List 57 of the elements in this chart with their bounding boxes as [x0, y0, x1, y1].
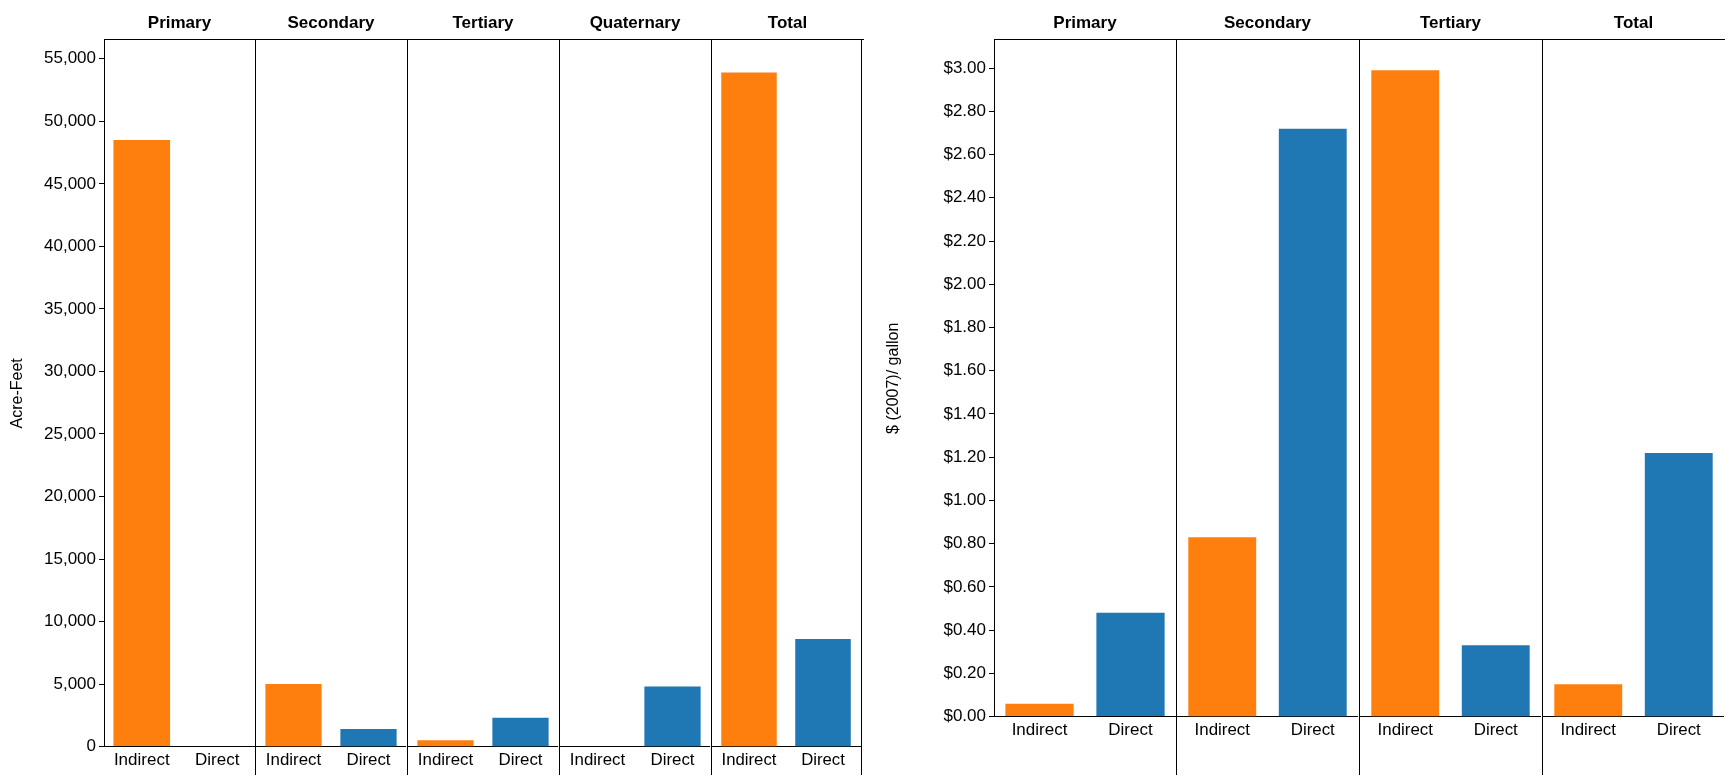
x-tick-label: Indirect	[721, 750, 777, 770]
chart-title: Primary	[104, 8, 255, 40]
x-tick-label: Indirect	[1194, 720, 1251, 740]
x-tick-label: Direct	[650, 750, 695, 770]
x-tick-label: Direct	[1290, 720, 1336, 740]
y-tick-label: 50,000	[44, 110, 96, 130]
x-tick-label: Indirect	[1560, 720, 1617, 740]
chart-title: Quaternary	[559, 8, 711, 40]
y-tick-label: $0.80	[943, 533, 986, 553]
chart-title: Secondary	[1176, 8, 1359, 40]
x-tick-label: Indirect	[569, 750, 626, 770]
y-tick-label: $0.60	[943, 576, 986, 596]
chart-title: Total	[711, 8, 864, 40]
x-tick-label: Direct	[1473, 720, 1519, 740]
y-tick-label: $3.00	[943, 57, 986, 77]
x-tick-label: Direct	[346, 750, 391, 770]
y-tick-label: $2.80	[943, 101, 986, 121]
chart-title: Secondary	[255, 8, 407, 40]
x-tick-label: Indirect	[1011, 720, 1068, 740]
y-tick-label: $0.40	[943, 619, 986, 639]
y-tick-label: 30,000	[44, 361, 96, 381]
y-tick-label: $2.40	[943, 187, 986, 207]
chart-title: Tertiary	[1359, 8, 1542, 40]
x-tick-label: Direct	[801, 750, 846, 770]
x-tick-label: Indirect	[113, 750, 170, 770]
x-tick-label: Direct	[498, 750, 543, 770]
chart-title: Tertiary	[407, 8, 559, 40]
y-tick-label: $0.20	[943, 663, 986, 683]
y-tick-label: $0.00	[943, 706, 986, 726]
y-tick-label: 5,000	[53, 673, 96, 693]
x-tick-label: Indirect	[1377, 720, 1434, 740]
y-tick-label: $2.60	[943, 144, 986, 164]
y-tick-label: 0	[86, 736, 96, 756]
x-tick-label: Direct	[1108, 720, 1153, 740]
y-tick-label: 20,000	[44, 486, 96, 506]
x-tick-label: Indirect	[417, 750, 474, 770]
x-tick-label: Direct	[195, 750, 240, 770]
y-tick-label: 45,000	[44, 173, 96, 193]
y-tick-label: 25,000	[44, 423, 96, 443]
y-tick-label: 55,000	[44, 48, 96, 68]
y-tick-label: $1.60	[943, 360, 986, 380]
y-tick-label: $2.00	[943, 273, 986, 293]
y-tick-label: 35,000	[44, 298, 96, 318]
chart-title: Primary	[994, 8, 1176, 40]
y-tick-label: $1.40	[943, 403, 986, 423]
y-tick-label: $2.20	[943, 230, 986, 250]
x-tick-label: Direct	[1656, 720, 1702, 740]
y-axis-title: Acre-Feet	[8, 357, 26, 429]
y-tick-label: $1.00	[943, 490, 986, 510]
chart-title: Total	[1542, 8, 1725, 40]
y-tick-label: $1.20	[943, 446, 986, 466]
y-tick-label: 10,000	[44, 611, 96, 631]
x-tick-label: Indirect	[265, 750, 322, 770]
y-tick-label: 40,000	[44, 236, 96, 256]
y-axis-title: $ (2007)/ gallon	[884, 322, 902, 434]
y-tick-label: $1.80	[943, 317, 986, 337]
y-tick-label: 15,000	[44, 548, 96, 568]
